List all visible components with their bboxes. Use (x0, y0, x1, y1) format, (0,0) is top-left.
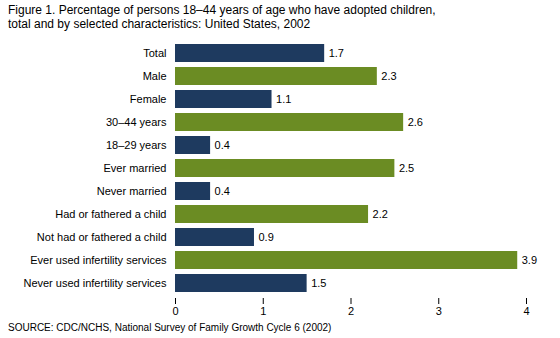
svg-text:2.3: 2.3 (381, 70, 396, 82)
svg-text:Total: Total (143, 47, 166, 59)
svg-text:1.5: 1.5 (311, 277, 326, 289)
svg-text:Female: Female (130, 93, 167, 105)
svg-text:4: 4 (523, 305, 529, 317)
svg-text:2.5: 2.5 (399, 162, 414, 174)
svg-text:2.6: 2.6 (408, 116, 423, 128)
html-text:Figure 1. Percentage of person: Figure 1. Percentage of persons 18–44 ye… (8, 3, 436, 17)
html-text:total and by selected characte: total and by selected characteristics: U… (8, 17, 311, 31)
svg-text:1: 1 (260, 305, 266, 317)
svg-text:3.9: 3.9 (522, 254, 537, 266)
svg-text:1.7: 1.7 (329, 47, 344, 59)
svg-text:Male: Male (143, 70, 167, 82)
svg-text:Never married: Never married (97, 185, 167, 197)
svg-text:0.9: 0.9 (258, 231, 273, 243)
svg-text:0.4: 0.4 (215, 185, 230, 197)
svg-text:Not had or fathered a child: Not had or fathered a child (37, 231, 167, 243)
svg-text:3: 3 (436, 305, 442, 317)
svg-text:Had or fathered a child: Had or fathered a child (55, 208, 166, 220)
svg-text:0.4: 0.4 (215, 139, 230, 151)
svg-text:0: 0 (172, 305, 178, 317)
svg-text:Ever used infertility services: Ever used infertility services (30, 254, 167, 266)
svg-text:Ever married: Ever married (104, 162, 167, 174)
svg-text:18–29 years: 18–29 years (106, 139, 167, 151)
svg-text:1.1: 1.1 (276, 93, 291, 105)
svg-text:30–44 years: 30–44 years (106, 116, 167, 128)
html-text:SOURCE: CDC/NCHS, National Sur: SOURCE: CDC/NCHS, National Survey of Fam… (8, 322, 332, 333)
svg-text:2.2: 2.2 (373, 208, 388, 220)
svg-text:2: 2 (348, 305, 354, 317)
svg-text:Never used infertility service: Never used infertility services (23, 277, 167, 289)
